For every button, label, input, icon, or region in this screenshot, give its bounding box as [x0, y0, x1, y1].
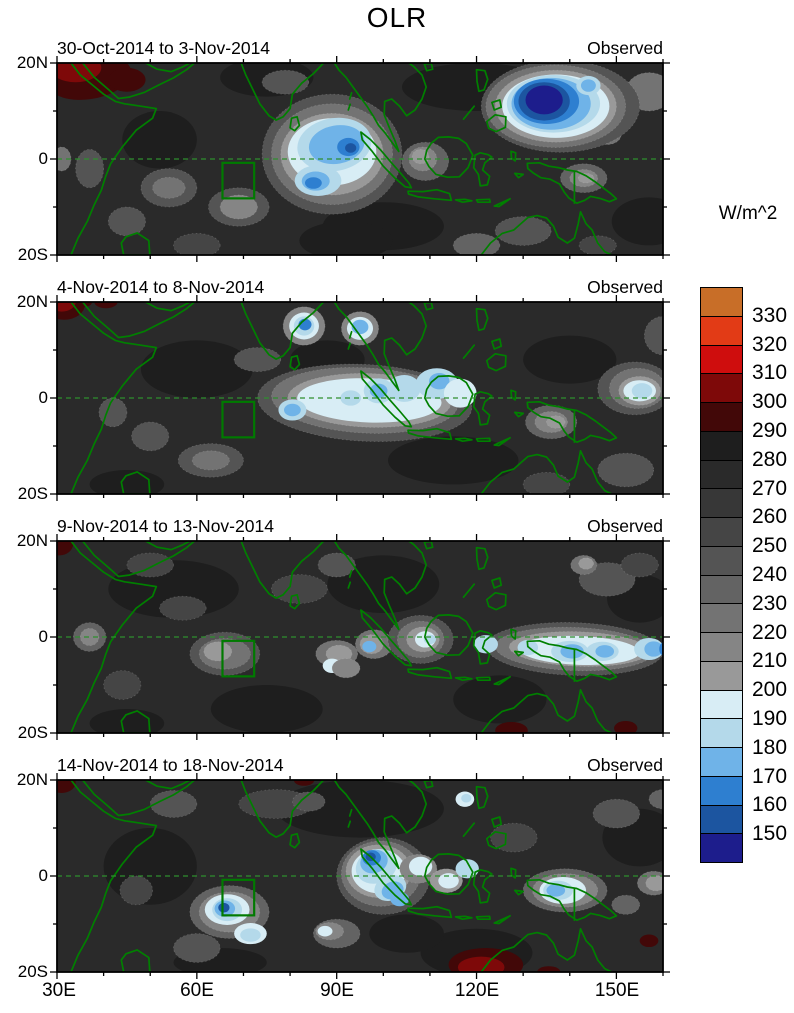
colorbar-tick-label: 180: [752, 735, 788, 759]
colorbar-segment: [701, 575, 742, 605]
panel-2-date-range: 4-Nov-2014 to 8-Nov-2014: [57, 277, 265, 297]
colorbar-segment: [701, 345, 742, 375]
colorbar-segment: [701, 403, 742, 432]
colorbar-tick-label: 290: [752, 419, 788, 442]
colorbar-segment: [701, 661, 742, 691]
coastlines-layer: [70, 541, 618, 733]
colorbar-segment: [701, 719, 742, 748]
colorbar-tick-label: 160: [752, 793, 788, 817]
colorbar-tick-label: 240: [752, 563, 788, 586]
axis-ticks: [50, 534, 670, 740]
x-tick-120e: 120E: [454, 980, 500, 1001]
map-contour-fill-layer: [57, 63, 663, 255]
y-tick-20s-p3: 20S: [17, 723, 48, 742]
colorbar-segment: [701, 604, 742, 633]
x-tick-60e: 60E: [180, 980, 214, 1001]
colorbar-segment: [701, 690, 742, 720]
colorbar-tick-label: 170: [752, 764, 788, 788]
colorbar-tick-label: 330: [752, 303, 788, 327]
map-contour-fill-layer: [57, 780, 663, 972]
panel-4-source-label: Observed: [587, 755, 663, 775]
map-contour-fill-layer: [57, 302, 663, 494]
figure-title: OLR: [366, 2, 428, 33]
y-tick-0-p2: 0: [38, 388, 48, 407]
panel-1-date-range: 30-Oct-2014 to 3-Nov-2014: [57, 38, 271, 58]
coastlines-layer: [70, 780, 618, 972]
coastlines-layer: [70, 63, 618, 255]
y-tick-0-p4: 0: [38, 866, 48, 885]
index-region-box: [221, 161, 256, 200]
map-contour-fill-layer: [57, 541, 663, 733]
colorbar-segment: [701, 546, 742, 576]
axis-ticks: [50, 295, 670, 501]
map-panel-4: [50, 773, 670, 979]
y-tick-20s-p4: 20S: [17, 962, 48, 981]
colorbar-tick-label: 270: [752, 476, 788, 500]
map-panel-3: [50, 534, 670, 740]
panel-1-header: 30-Oct-2014 to 3-Nov-2014 Observed: [57, 35, 663, 59]
y-tick-20n-p3: 20N: [16, 531, 48, 550]
colorbar-tick-label: 280: [752, 447, 788, 471]
panel-3-date-range: 9-Nov-2014 to 13-Nov-2014: [57, 516, 274, 536]
coastlines-layer: [70, 302, 618, 494]
colorbar-units-label: W/m^2: [718, 203, 778, 224]
panel-3-source-label: Observed: [587, 516, 663, 536]
colorbar-segment: [701, 288, 742, 317]
colorbar-tick-label: 310: [752, 361, 788, 385]
x-tick-30e: 30E: [42, 980, 76, 1001]
colorbar-tick-label: 210: [752, 649, 788, 673]
colorbar-tick-label: 150: [752, 822, 788, 846]
colorbar: [700, 287, 743, 863]
y-tick-20s-p2: 20S: [17, 484, 48, 503]
x-tick-90e: 90E: [320, 980, 354, 1001]
colorbar-tick-label: 230: [752, 591, 788, 615]
colorbar-tick-label: 250: [752, 534, 788, 558]
panel-2-source-label: Observed: [587, 277, 663, 297]
x-tick-150e: 150E: [594, 980, 640, 1001]
colorbar-tick-label: 320: [752, 332, 788, 356]
axis-ticks: [50, 773, 670, 979]
colorbar-segment: [701, 374, 742, 403]
index-region-box: [221, 400, 256, 439]
colorbar-tick-label: 260: [752, 505, 788, 529]
y-tick-20n-p4: 20N: [16, 770, 48, 789]
index-region-box: [221, 878, 256, 917]
colorbar-segment: [701, 834, 742, 862]
y-tick-20n-p1: 20N: [16, 53, 48, 72]
axis-ticks: [50, 56, 670, 262]
colorbar-tick-label: 220: [752, 620, 788, 644]
colorbar-tick-label: 190: [752, 707, 788, 730]
panel-3-header: 9-Nov-2014 to 13-Nov-2014 Observed: [57, 513, 663, 537]
y-tick-20s-p1: 20S: [17, 245, 48, 264]
y-tick-0-p1: 0: [38, 149, 48, 168]
y-tick-0-p3: 0: [38, 627, 48, 646]
colorbar-segment: [701, 489, 742, 518]
colorbar-segment: [701, 805, 742, 835]
y-tick-20n-p2: 20N: [16, 292, 48, 311]
index-region-box: [221, 639, 256, 678]
panel-1-source-label: Observed: [587, 38, 663, 58]
colorbar-tick-label: 300: [752, 390, 788, 414]
colorbar-segment: [701, 748, 742, 777]
panel-4-date-range: 14-Nov-2014 to 18-Nov-2014: [57, 755, 284, 775]
map-panel-2: [50, 295, 670, 501]
panel-4-header: 14-Nov-2014 to 18-Nov-2014 Observed: [57, 752, 663, 776]
colorbar-segment: [701, 316, 742, 346]
colorbar-segment: [701, 460, 742, 490]
panel-2-header: 4-Nov-2014 to 8-Nov-2014 Observed: [57, 274, 663, 298]
colorbar-segment: [701, 776, 742, 806]
colorbar-segment: [701, 431, 742, 461]
colorbar-segment: [701, 518, 742, 547]
map-panel-1: [50, 56, 670, 262]
colorbar-segment: [701, 633, 742, 662]
colorbar-tick-label: 200: [752, 678, 788, 702]
